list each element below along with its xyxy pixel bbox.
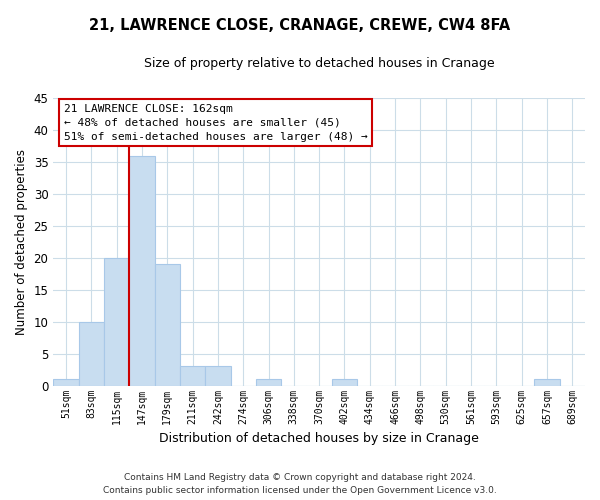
Text: Contains HM Land Registry data © Crown copyright and database right 2024.
Contai: Contains HM Land Registry data © Crown c… [103,474,497,495]
Y-axis label: Number of detached properties: Number of detached properties [15,149,28,335]
Bar [332,379,357,386]
Bar [535,379,560,386]
Bar [155,264,180,386]
X-axis label: Distribution of detached houses by size in Cranage: Distribution of detached houses by size … [159,432,479,445]
Text: 21, LAWRENCE CLOSE, CRANAGE, CREWE, CW4 8FA: 21, LAWRENCE CLOSE, CRANAGE, CREWE, CW4 … [89,18,511,32]
Bar [79,322,104,386]
Bar [53,379,79,386]
Bar [205,366,230,386]
Text: 21 LAWRENCE CLOSE: 162sqm
← 48% of detached houses are smaller (45)
51% of semi-: 21 LAWRENCE CLOSE: 162sqm ← 48% of detac… [64,104,368,142]
Bar [256,379,281,386]
Bar [104,258,129,386]
Title: Size of property relative to detached houses in Cranage: Size of property relative to detached ho… [144,58,494,70]
Bar [129,156,155,386]
Bar [180,366,205,386]
